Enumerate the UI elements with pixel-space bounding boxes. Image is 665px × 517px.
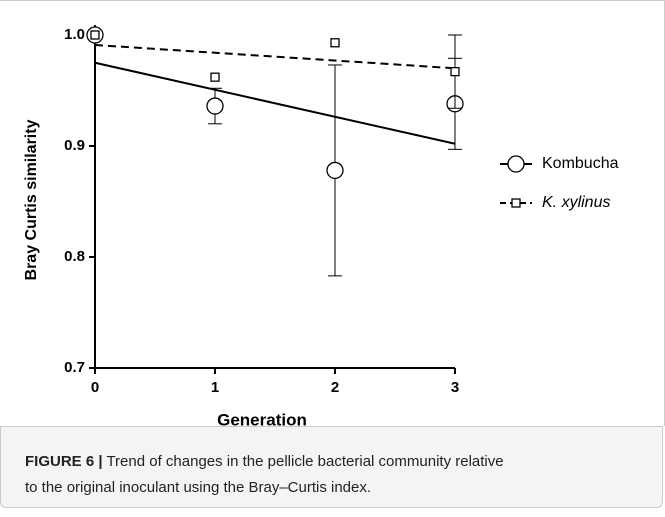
chart: Generation Bray Curtis similarity 0.7 0.8… xyxy=(0,0,665,426)
x-tick-label: 2 xyxy=(331,379,339,396)
point xyxy=(326,161,344,180)
point xyxy=(206,97,224,115)
x-tick-label: 1 xyxy=(211,379,219,396)
x-axis-label: Generation xyxy=(217,410,307,426)
trend-line xyxy=(94,43,456,70)
caption-text: Trend of changes in the pellicle bacteri… xyxy=(102,453,504,470)
y-tick-label: 0.7 xyxy=(64,359,85,376)
y-tick-label: 0.8 xyxy=(64,248,85,265)
y-axis-label: Bray Curtis similarity xyxy=(23,119,40,280)
point xyxy=(330,38,340,48)
point xyxy=(210,72,220,82)
legend-marker xyxy=(507,155,525,173)
legend-label: Kombucha xyxy=(542,155,619,172)
y-tick-label: 1.0 xyxy=(64,26,85,43)
caption-text: to the original inoculant using the Bray… xyxy=(25,479,372,496)
x-tick-label: 3 xyxy=(451,379,459,396)
trend-line xyxy=(94,61,456,145)
point xyxy=(450,66,460,77)
caption-label: FIGURE 6 | xyxy=(25,453,103,470)
y-tick-label: 0.9 xyxy=(64,137,85,154)
legend-marker xyxy=(511,198,521,208)
legend-label: K. xylinus xyxy=(542,194,610,211)
caption: FIGURE 6 | Trend of changes in the pelli… xyxy=(0,426,663,508)
point xyxy=(90,30,100,40)
x-tick-label: 0 xyxy=(91,379,99,396)
